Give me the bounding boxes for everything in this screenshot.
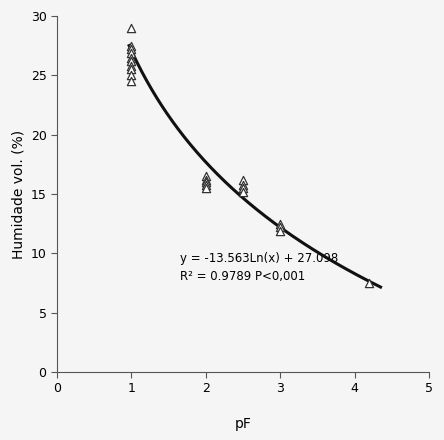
Point bbox=[239, 188, 246, 195]
Point bbox=[128, 62, 135, 70]
Point bbox=[128, 66, 135, 73]
Point bbox=[128, 58, 135, 65]
Point bbox=[239, 185, 246, 192]
Point bbox=[239, 176, 246, 183]
Text: y = -13.563Ln(x) + 27.098
R² = 0.9789 P<0,001: y = -13.563Ln(x) + 27.098 R² = 0.9789 P<… bbox=[180, 252, 338, 283]
Y-axis label: Humidade vol. (%): Humidade vol. (%) bbox=[11, 129, 25, 259]
Point bbox=[202, 179, 209, 186]
Point bbox=[202, 176, 209, 183]
Point bbox=[202, 185, 209, 192]
Point bbox=[128, 49, 135, 56]
Point bbox=[202, 181, 209, 188]
Point bbox=[128, 78, 135, 85]
Text: pF: pF bbox=[234, 417, 251, 431]
Point bbox=[128, 54, 135, 61]
Point bbox=[239, 181, 246, 188]
Point bbox=[202, 173, 209, 180]
Point bbox=[128, 42, 135, 49]
Point bbox=[277, 220, 284, 227]
Point bbox=[128, 46, 135, 53]
Point bbox=[128, 72, 135, 79]
Point bbox=[277, 224, 284, 231]
Point bbox=[277, 227, 284, 235]
Point bbox=[128, 25, 135, 32]
Point bbox=[366, 279, 373, 286]
